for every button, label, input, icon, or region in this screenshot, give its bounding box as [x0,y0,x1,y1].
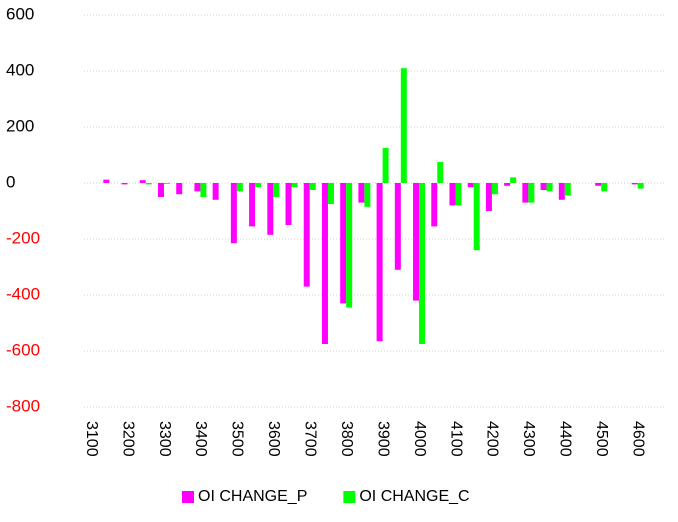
bar [431,183,437,226]
bar [310,183,316,190]
bar [522,183,528,203]
x-tick-label: 3700 [302,421,319,457]
x-tick-label: 4100 [447,421,464,457]
bar [541,183,547,190]
x-tick-label: 3300 [156,421,173,457]
bar [286,183,292,225]
x-tick-label: 4300 [520,421,537,457]
bar [510,177,516,183]
bar [638,183,644,189]
bar [601,183,607,191]
bar [304,183,310,287]
y-tick-label: 400 [6,60,34,79]
bar [176,183,182,194]
bar [194,183,200,191]
bar [340,183,346,303]
x-tick-label: 3100 [83,421,100,457]
bar [504,183,510,186]
bar [237,183,243,191]
bar [364,183,370,207]
bar [565,183,571,196]
bar [267,183,273,235]
bar [249,183,255,226]
bar [528,183,534,203]
legend-label: OI CHANGE_P [198,488,307,505]
x-tick-label: 3600 [265,421,282,457]
bar [255,183,261,187]
bar [449,183,455,205]
x-tick-label: 3500 [229,421,246,457]
bar [413,183,419,301]
y-tick-label: 600 [6,4,34,23]
x-tick-label: 4600 [629,421,646,457]
bar [474,183,480,250]
y-tick-label: -400 [6,284,40,303]
bar [346,183,352,308]
legend-swatch [182,491,194,503]
bar [273,183,279,197]
legend-label: OI CHANGE_C [359,488,469,505]
bar [632,183,638,184]
bar [486,183,492,211]
bar [292,183,298,187]
bar [146,183,152,184]
bar [200,183,206,197]
y-tick-label: 200 [6,116,34,135]
bar [383,148,389,183]
bar [377,183,383,341]
bar [492,183,498,194]
x-tick-label: 3900 [374,421,391,457]
bar [437,162,443,183]
bar [328,183,334,204]
bar [547,183,553,191]
legend-swatch [343,491,355,503]
y-tick-label: 0 [6,172,15,191]
bar [164,183,170,184]
bar [395,183,401,270]
y-tick-label: -600 [6,340,40,359]
bar [322,183,328,344]
bar [213,183,219,200]
bar [401,68,407,183]
bar [468,183,474,187]
bar [103,180,109,183]
x-tick-label: 4500 [593,421,610,457]
x-tick-label: 3200 [119,421,136,457]
bar [419,183,425,344]
bar [358,183,364,203]
y-tick-label: -800 [6,396,40,415]
bar [231,183,237,243]
bar [158,183,164,197]
x-tick-label: 4400 [557,421,574,457]
bar [559,183,565,200]
bar [455,183,461,205]
bar [595,183,601,186]
bar [140,180,146,183]
x-tick-label: 3800 [338,421,355,457]
x-tick-label: 4000 [411,421,428,457]
x-tick-label: 3400 [192,421,209,457]
y-tick-label: -200 [6,228,40,247]
bar [122,183,128,184]
x-tick-label: 4200 [484,421,501,457]
